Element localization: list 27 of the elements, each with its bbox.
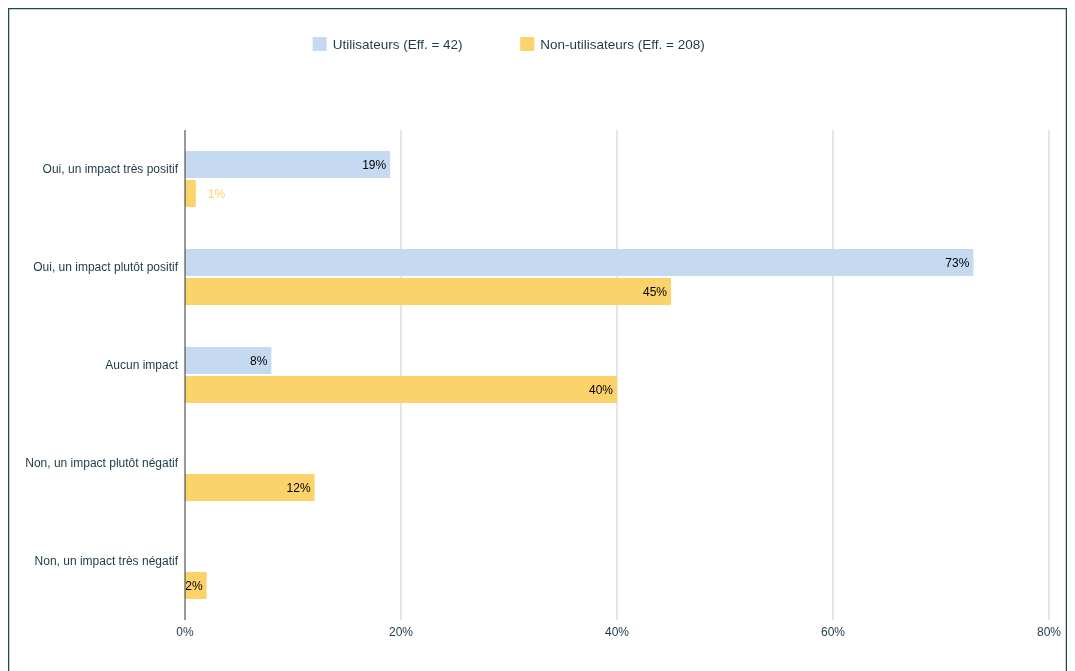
x-tick-label: 80% <box>1036 625 1062 639</box>
data-label: 8% <box>250 353 268 368</box>
data-label: 12% <box>286 480 311 495</box>
bar <box>185 180 196 207</box>
x-tick-label: 0% <box>176 625 194 639</box>
y-tick-label: Aucun impact <box>105 358 179 372</box>
legend-label: Utilisateurs (Eff. = 42) <box>332 37 463 52</box>
x-tick-label: 40% <box>604 625 630 639</box>
data-label: 1% <box>207 186 226 201</box>
bar <box>185 249 974 276</box>
data-label: 19% <box>362 157 387 172</box>
bar <box>185 474 315 501</box>
y-tick-label: Non, un impact plutôt négatif <box>25 456 179 470</box>
data-label: 45% <box>642 284 668 299</box>
bar <box>185 151 391 178</box>
x-tick-label: 20% <box>388 625 414 639</box>
data-label: 73% <box>945 255 970 270</box>
bar <box>185 278 671 305</box>
y-tick-label: Oui, un impact plutôt positif <box>33 260 179 274</box>
y-tick-label: Non, un impact très négatif <box>34 554 179 568</box>
bar <box>185 347 272 374</box>
data-label: 2% <box>185 578 203 593</box>
x-tick-label: 60% <box>820 625 846 639</box>
bar <box>185 376 617 403</box>
y-tick-label: Oui, un impact très positif <box>42 162 179 176</box>
data-label: 40% <box>588 382 614 397</box>
legend-label: Non-utilisateurs (Eff. = 208) <box>540 37 705 52</box>
